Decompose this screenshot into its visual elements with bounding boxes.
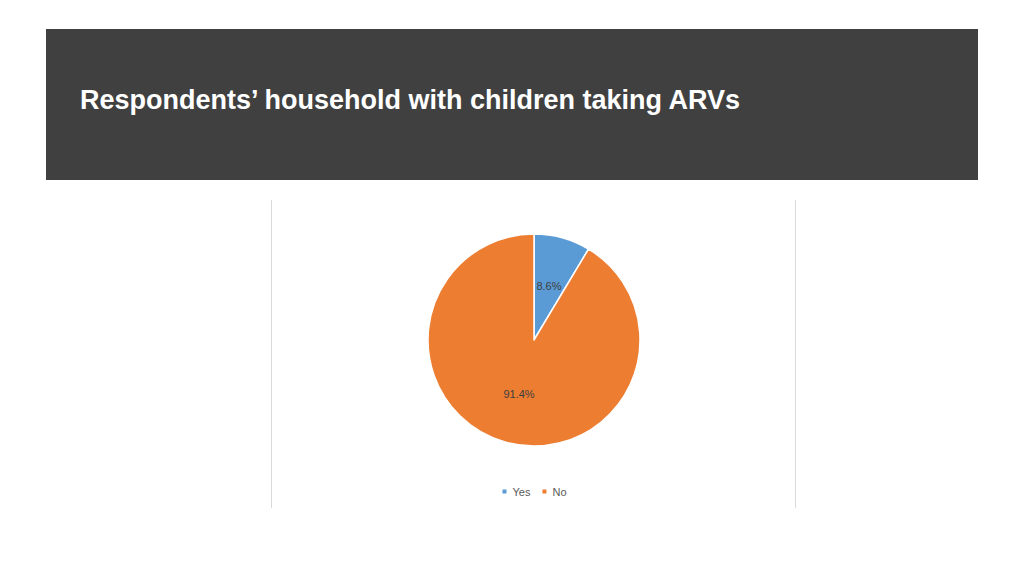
html-text:Respondents’ household with ch: Respondents’ household with children tak… (80, 85, 741, 115)
svg-text:Yes: Yes (512, 486, 530, 498)
svg-text:No: No (552, 486, 566, 498)
svg-text:8.6%: 8.6% (536, 280, 561, 292)
svg-text:91.4%: 91.4% (503, 388, 534, 400)
